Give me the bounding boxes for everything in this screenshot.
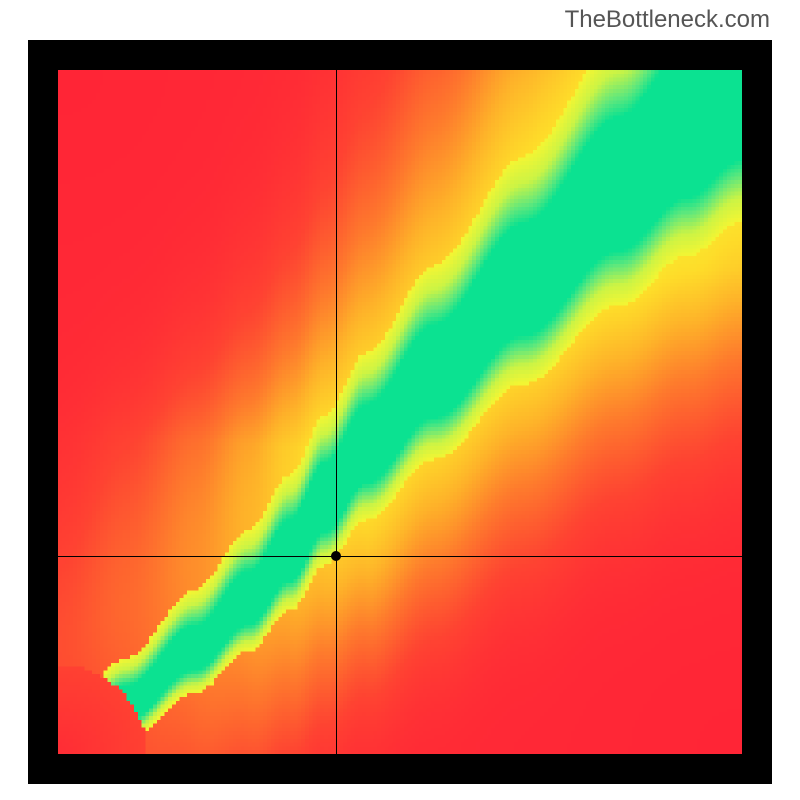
watermark-text: TheBottleneck.com [565, 6, 770, 34]
chart-plot-area [58, 70, 742, 754]
marker-dot [331, 551, 341, 561]
heatmap-canvas [58, 70, 742, 754]
chart-outer-frame [28, 40, 772, 784]
